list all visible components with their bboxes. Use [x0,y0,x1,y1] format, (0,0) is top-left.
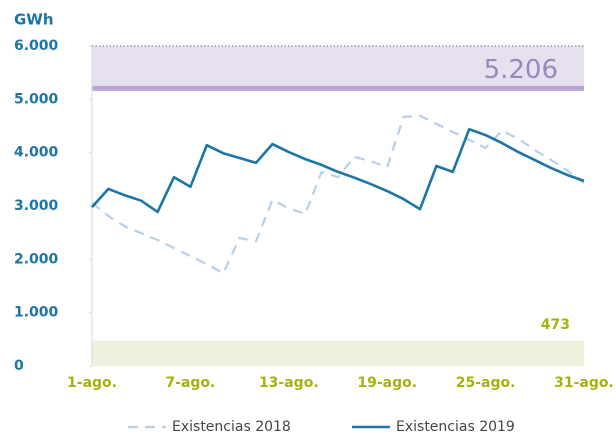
y-axis-label: GWh [14,11,54,29]
reference-label: 473 [541,317,570,333]
y-tick-label: 4.000 [14,145,59,161]
x-tick-label: 13-ago. [259,375,319,391]
legend-label: Existencias 2019 [396,419,515,435]
y-tick-label: 5.000 [14,91,59,107]
y-tick-label: 1.000 [14,305,59,321]
x-tick-label: 19-ago. [357,375,417,391]
legend-label: Existencias 2018 [172,419,291,435]
x-tick-label: 31-ago. [554,375,614,391]
series-line [91,114,585,275]
y-tick-label: 0 [14,358,24,374]
reference-band [92,46,584,89]
reference-label: 5.206 [484,55,558,85]
series-line [91,127,585,214]
x-tick-label: 1-ago. [67,375,117,391]
y-tick-label: 6.000 [14,38,59,54]
x-tick-label: 25-ago. [456,375,516,391]
y-tick-label: 2.000 [14,251,59,267]
y-tick-label: 3.000 [14,198,59,214]
x-tick-label: 7-ago. [165,375,215,391]
reference-band [92,340,584,366]
